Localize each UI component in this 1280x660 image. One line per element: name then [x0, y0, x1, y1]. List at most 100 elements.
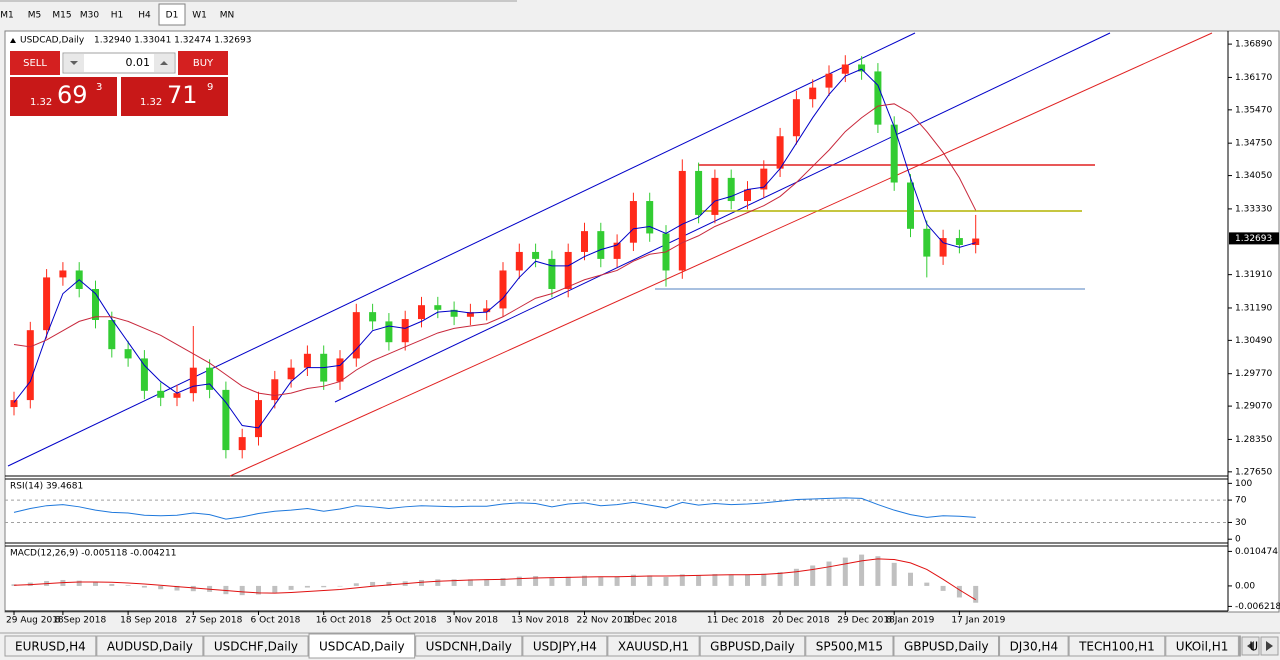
current-price: 1.32693: [1235, 234, 1272, 244]
tab-label: SP500,M15: [816, 640, 883, 654]
candle-body: [10, 400, 18, 408]
symbol-tab[interactable]: [1165, 635, 1239, 657]
macd-bar: [908, 572, 913, 586]
timeframe-label: MN: [220, 11, 235, 21]
tab-label: XAUUSD,H1: [618, 640, 689, 654]
tab-label: UKOil,H1: [1176, 640, 1229, 654]
timeframe-button[interactable]: [104, 4, 130, 25]
y-tick-label: 1.29770: [1235, 369, 1272, 379]
candle-body: [92, 288, 99, 321]
macd-bar: [190, 585, 196, 592]
symbol-tab[interactable]: [308, 633, 416, 659]
candle-body: [613, 242, 621, 259]
candle-body: [809, 87, 817, 100]
timeframe-button[interactable]: [158, 3, 186, 26]
timeframe-button[interactable]: [186, 4, 213, 25]
macd-bar: [451, 579, 457, 586]
macd-bar: [288, 585, 294, 590]
y-tick-label: 1.36890: [1235, 40, 1272, 50]
tab-label: EURUSD,H4: [15, 640, 86, 654]
tab-label: DJ30,H4: [1010, 640, 1059, 654]
x-tick-label: 29 Aug 2018: [6, 616, 64, 626]
y-tick-label: 1.31190: [1235, 303, 1272, 313]
timeframe-button[interactable]: [214, 4, 240, 25]
x-tick-label: 13 Nov 2018: [511, 616, 569, 626]
macd-bar: [793, 568, 799, 586]
candle-body: [157, 390, 165, 398]
symbol-tab[interactable]: [699, 635, 806, 657]
macd-bar: [924, 582, 930, 586]
x-tick-label: 1 Dec 2018: [625, 616, 677, 626]
symbol-tab[interactable]: [522, 635, 608, 657]
y-tick-label: 1.35470: [1235, 105, 1272, 115]
y-tick-label: 1.34050: [1235, 171, 1272, 181]
symbol-tab[interactable]: [415, 635, 523, 657]
tab-label: U: [1249, 640, 1258, 654]
timeframe-button[interactable]: [76, 4, 103, 25]
collapse-icon[interactable]: [10, 38, 16, 43]
timeframe-label: H4: [138, 11, 151, 21]
macd-bar: [174, 585, 180, 591]
candle-body: [59, 270, 67, 278]
candle-body: [890, 124, 898, 183]
sell-button[interactable]: [10, 51, 60, 75]
buy-label: BUY: [193, 58, 214, 69]
symbol-tab[interactable]: [4, 635, 97, 657]
x-tick-label: 8 Jan 2019: [886, 616, 934, 626]
candle-body: [124, 349, 132, 359]
timeframe-button[interactable]: [0, 4, 20, 25]
timeframe-button[interactable]: [49, 4, 75, 25]
candle-body: [858, 64, 866, 72]
x-tick-label: 11 Dec 2018: [707, 616, 765, 626]
candle-body: [271, 379, 279, 401]
macd-bar: [875, 556, 881, 586]
candle-body: [255, 400, 262, 438]
x-tick-label: 16 Oct 2018: [316, 616, 372, 626]
tab-label: TECH100,H1: [1078, 640, 1155, 654]
channel-line: [334, 32, 1111, 403]
candle-body: [369, 312, 377, 322]
symbol-tab[interactable]: [805, 635, 894, 657]
macd-bar: [321, 585, 327, 588]
candle-body: [646, 201, 654, 234]
macd-bar: [859, 554, 865, 586]
macd-bar: [565, 576, 571, 586]
candle-body: [499, 270, 507, 309]
y-tick-label: 1.36170: [1235, 73, 1272, 83]
symbol-tab[interactable]: [203, 635, 309, 657]
macd-bar: [891, 562, 897, 586]
symbol-tab[interactable]: [1238, 635, 1241, 657]
timeframe-label: M5: [28, 11, 42, 21]
symbol-tab[interactable]: [1068, 635, 1166, 657]
macd-bar: [484, 579, 490, 586]
candle-body: [776, 136, 784, 169]
y-tick-label: 1.30490: [1235, 336, 1272, 346]
macd-bar: [940, 585, 946, 591]
candle-body: [483, 308, 491, 313]
candle-body: [336, 358, 344, 382]
tab-label: USDCHF,Daily: [214, 640, 298, 654]
y-tick-label: 1.31910: [1235, 270, 1272, 280]
sell-price-box[interactable]: [10, 77, 117, 116]
buy-price-box[interactable]: [121, 77, 228, 116]
macd-bar: [158, 585, 164, 590]
lot-value: 0.01: [126, 56, 151, 69]
symbol-tab[interactable]: [893, 635, 1000, 657]
timeframe-button[interactable]: [21, 4, 48, 25]
tab-label: USDJPY,H4: [533, 640, 597, 654]
timeframe-label: M30: [80, 11, 99, 21]
x-tick-label: 22 Nov 2018: [577, 616, 635, 626]
symbol-tab[interactable]: [607, 635, 700, 657]
signal-line: [13, 558, 976, 601]
macd-bar: [647, 575, 653, 586]
symbol-tab[interactable]: [96, 635, 204, 657]
symbol-tab[interactable]: [999, 635, 1069, 657]
trend-line: [229, 32, 1213, 477]
macd-bar: [500, 578, 506, 586]
price-point: 3: [96, 82, 102, 93]
lot-input[interactable]: [62, 52, 176, 74]
buy-button[interactable]: [178, 51, 228, 75]
y-tick-label: -0.006218: [1235, 602, 1280, 612]
arrow-icon: [1266, 641, 1273, 651]
timeframe-button[interactable]: [131, 4, 158, 25]
